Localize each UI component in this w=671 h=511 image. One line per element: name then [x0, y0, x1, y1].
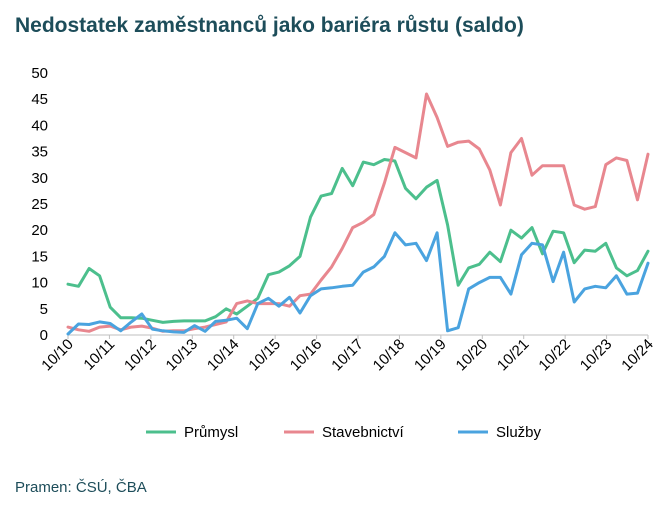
y-tick-label: 0: [40, 327, 48, 344]
y-tick-label: 10: [31, 275, 48, 292]
y-tick-label: 20: [31, 222, 48, 239]
y-tick-label: 30: [31, 170, 48, 187]
x-axis: 10/10 10/11 10/12 10/13 10/14 10/15 10/16 10/17…: [38, 334, 657, 375]
x-tick-label: 10/23: [577, 336, 616, 375]
y-axis: 0 5 10 15 20 25 30 35 40 45 50: [31, 65, 48, 344]
y-tick-label: 50: [31, 65, 48, 82]
y-tick-label: 25: [31, 196, 48, 213]
x-tick-label: 10/16: [287, 336, 326, 375]
x-tick-label: 10/18: [370, 336, 409, 375]
y-tick-label: 40: [31, 117, 48, 134]
series-line-sluzby: [66, 231, 650, 336]
y-tick-label: 5: [40, 301, 48, 318]
x-tick-label: 10/11: [80, 336, 118, 374]
source-note: Pramen: ČSÚ, ČBA: [15, 479, 147, 496]
series-lines: [66, 92, 650, 336]
x-tick-label: 10/17: [328, 336, 367, 375]
series-line-prumysl: [66, 158, 650, 324]
x-tick-label: 10/15: [245, 336, 284, 375]
legend-label-sluzby: Služby: [496, 424, 542, 441]
y-tick-label: 35: [31, 144, 48, 161]
legend: Průmysl Stavebnictví Služby: [146, 424, 542, 441]
x-tick-label: 10/14: [204, 336, 243, 375]
x-tick-label: 10/12: [121, 336, 160, 375]
x-tick-label: 10/22: [535, 336, 574, 375]
x-tick-label: 10/19: [411, 336, 450, 375]
series-line-stavebnictvi: [66, 92, 650, 333]
x-tick-label: 10/13: [163, 336, 202, 375]
legend-label-stavebnictvi: Stavebnictví: [322, 424, 405, 441]
x-tick-label: 10/24: [618, 336, 657, 375]
x-tick-label: 10/20: [453, 336, 492, 375]
x-tick-label: 10/21: [494, 336, 533, 375]
y-tick-label: 45: [31, 91, 48, 108]
legend-label-prumysl: Průmysl: [184, 424, 238, 441]
y-tick-label: 15: [31, 248, 48, 265]
chart-title: Nedostatek zaměstnanců jako bariéra růst…: [15, 14, 524, 37]
